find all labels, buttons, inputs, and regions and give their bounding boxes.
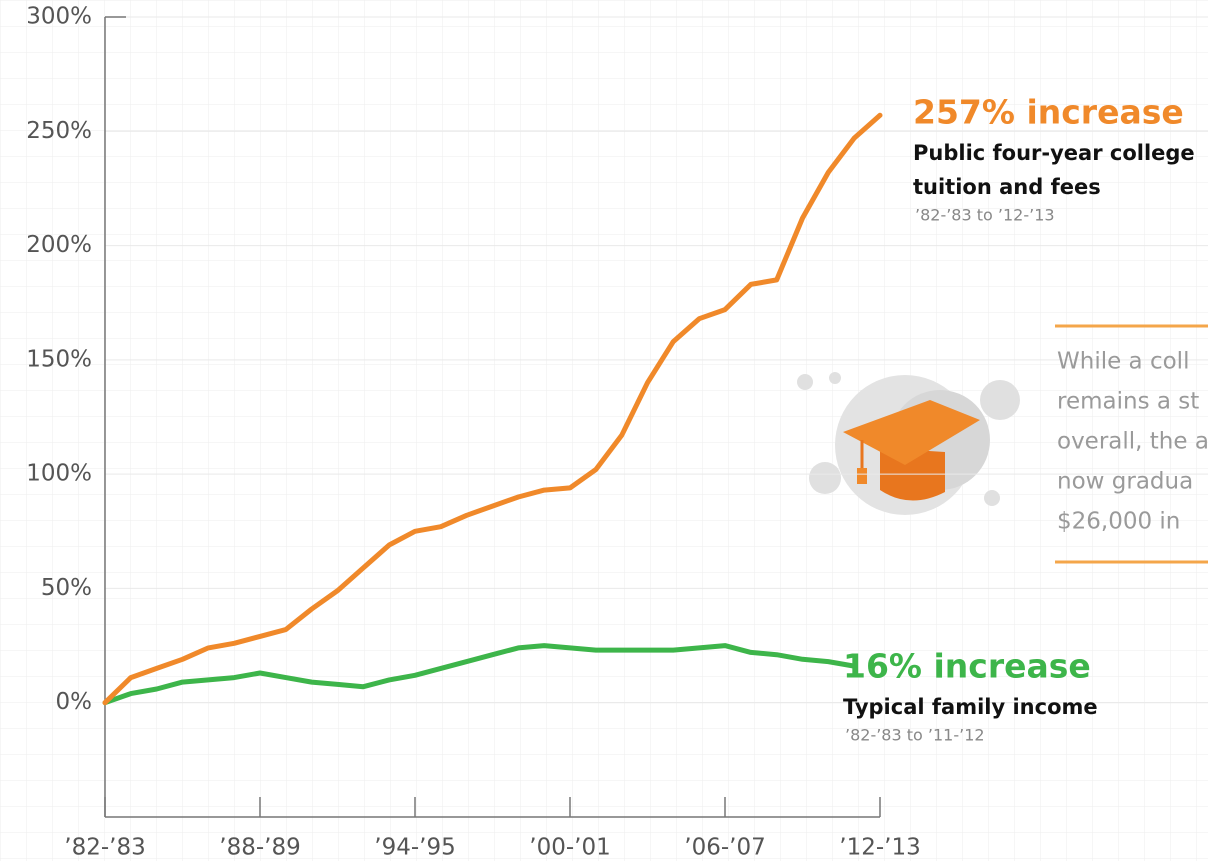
side-note-line: $26,000 in [1057,509,1180,535]
y-tick-label: 200% [26,232,92,258]
x-tick-label: ’00-’01 [529,835,610,861]
annotation-period: ’82-’83 to ’11-’12 [845,726,985,745]
side-note-line: remains a st [1057,389,1199,415]
annotation-label: tuition and fees [913,175,1101,199]
side-note-line: now gradua [1057,469,1193,495]
x-tick-label: ’82-’83 [64,835,145,861]
annotation-label: Public four-year college [913,141,1195,165]
x-tick-label: ’12-’13 [839,835,920,861]
y-tick-label: 50% [41,575,92,601]
annotation-period: ’82-’83 to ’12-’13 [915,206,1055,225]
x-tick-label: ’94-’95 [374,835,455,861]
chart: 0% 50% 100% 150% 200% 250% 300% ’82-’83 ’88-’89 ’… [0,0,1208,861]
y-tick-label: 100% [26,461,92,487]
annotation-label: Typical family income [843,695,1098,719]
annotation-headline: 257% increase [913,93,1184,132]
y-tick-label: 0% [56,689,93,715]
y-tick-label: 300% [26,4,92,30]
x-tick-label: ’88-’89 [219,835,300,861]
side-note-line: While a coll [1057,349,1189,375]
side-note-line: overall, the a [1057,429,1208,455]
y-tick-label: 150% [26,346,92,372]
y-tick-label: 250% [26,118,92,144]
x-tick-label: ’06-’07 [684,835,765,861]
page: {"chart_data": { "type": "line", "catego… [0,0,1208,861]
annotation-headline: 16% increase [843,647,1091,686]
